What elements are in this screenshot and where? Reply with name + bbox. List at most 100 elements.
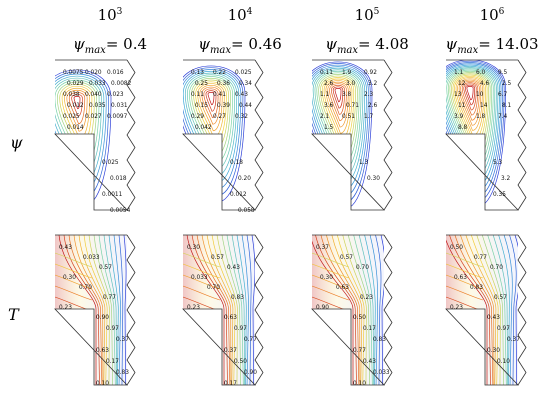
wavy-wall — [517, 59, 527, 211]
t-panel-2: 0.30 0.570.43 0.033 0.70 0.83 0.23 0.63 0.97 0.7… — [182, 234, 264, 387]
streamline — [446, 66, 499, 182]
streamline — [463, 83, 477, 111]
isotherm-label: 0.97 — [106, 326, 119, 332]
isotherm — [221, 235, 241, 385]
streamline — [329, 83, 347, 122]
column-header-3: 105 ψmax= 4.08 — [325, 6, 409, 56]
streamline — [55, 79, 100, 169]
isotherm-label: 0.90 — [316, 305, 329, 311]
domain-outline — [445, 59, 519, 211]
isotherm-label: 0.30 — [487, 348, 500, 354]
isotherm — [68, 235, 103, 385]
column-headers: 103 ψmax= 0.4 104 ψmax= 0.46 105 ψmax= 4… — [73, 6, 539, 56]
streamline — [458, 79, 482, 126]
streamline — [189, 76, 233, 164]
isotherm — [108, 235, 119, 385]
isotherm — [312, 235, 354, 385]
streamline — [201, 86, 221, 125]
isotherm — [191, 235, 228, 385]
isotherm — [231, 235, 246, 385]
isotherm — [98, 235, 116, 385]
isotherm — [326, 235, 361, 385]
domain-outline — [311, 234, 385, 386]
isotherm-label: 0.43 — [227, 265, 240, 271]
isotherm — [315, 235, 357, 385]
isotherm — [312, 263, 350, 279]
contour-label: 0.020 — [85, 70, 102, 76]
contour-label: 0.016 — [107, 70, 124, 76]
streamline — [446, 67, 497, 177]
streamline — [447, 70, 493, 162]
contour-label: 0.025 — [102, 160, 119, 166]
psi-max-label: ψmax= 14.03 — [445, 35, 538, 56]
contour-label: 1.5 — [324, 125, 334, 131]
isotherm-label: 0.90 — [96, 315, 109, 321]
streamline — [312, 69, 364, 178]
contour-label: 0.29 — [191, 114, 204, 120]
contour-label: 0.029 — [67, 81, 84, 87]
streamline — [334, 88, 342, 103]
streamline — [64, 87, 90, 140]
streamline — [195, 81, 227, 145]
contour-label: 0.43 — [235, 92, 248, 98]
isotherm-label: 0.10 — [497, 359, 510, 365]
streamline — [186, 74, 236, 170]
wavy-wall — [126, 234, 136, 386]
streamline — [464, 84, 476, 106]
isotherm — [487, 235, 507, 385]
isotherm — [449, 235, 491, 385]
isotherm — [206, 235, 234, 385]
isotherm — [201, 235, 232, 385]
streamline — [191, 77, 231, 157]
isotherm — [358, 235, 375, 385]
streamline — [321, 77, 355, 147]
streamline — [55, 71, 109, 199]
isotherm-label: 0.43 — [487, 315, 500, 321]
contour-label: 2.6 — [368, 103, 378, 109]
contour-label: 0.033 — [89, 81, 106, 87]
isotherm — [123, 235, 127, 385]
isotherm — [481, 235, 504, 385]
streamline — [331, 84, 345, 115]
row-label-psi: ψ — [10, 133, 23, 152]
isotherm-label: 0.63 — [224, 315, 237, 321]
isotherm-label: 0.77 — [474, 255, 487, 261]
isotherm-label: 0.17 — [106, 359, 119, 365]
isotherm — [509, 235, 517, 385]
contour-label: 0.32 — [235, 114, 248, 120]
isotherm — [446, 263, 484, 279]
isotherm — [183, 274, 221, 290]
contour-label: 0.13 — [191, 70, 204, 76]
contour-label: 0.031 — [111, 103, 128, 109]
t-panel-4: 0.50 0.770.70 0.630.83 0.57 0.23 0.43 0.97 0.37… — [445, 234, 527, 386]
isotherm — [63, 235, 100, 385]
isotherm — [118, 235, 124, 385]
contour-label: 0.012 — [230, 192, 247, 198]
isotherm-label: 0.63 — [336, 285, 349, 291]
contour-label: 0.0054 — [110, 208, 131, 214]
isotherm — [347, 235, 370, 385]
streamline — [446, 68, 496, 172]
wavy-wall — [383, 59, 393, 211]
row-label-t: T — [8, 305, 20, 324]
isotherm-label: 0.37 — [116, 337, 129, 343]
contour-label: 11 — [458, 103, 466, 109]
streamline — [207, 92, 215, 106]
contour-label: 1.3 — [359, 160, 369, 166]
isotherm-label: 0.23 — [59, 305, 72, 311]
isotherm-label: 0.57 — [99, 265, 112, 271]
streamline — [66, 89, 88, 132]
domain-outline — [445, 234, 519, 386]
isotherm — [498, 235, 510, 385]
isotherm — [446, 285, 484, 301]
contour-label: 0.11 — [191, 92, 204, 98]
contour-label: 9.5 — [498, 70, 508, 76]
isotherm — [236, 235, 247, 385]
contour-label: 2.3 — [364, 92, 374, 98]
contour-label: 1.9 — [342, 70, 352, 76]
contour-label: 6.0 — [476, 70, 486, 76]
isotherm-label: 0.57 — [211, 255, 224, 261]
psi-panel-3: 0.11 1.9 0.92 2.6 3.0 3.2 1.1 3.8 2.3 3.6 0.71 2.6 2… — [311, 59, 393, 211]
streamline — [323, 78, 353, 140]
